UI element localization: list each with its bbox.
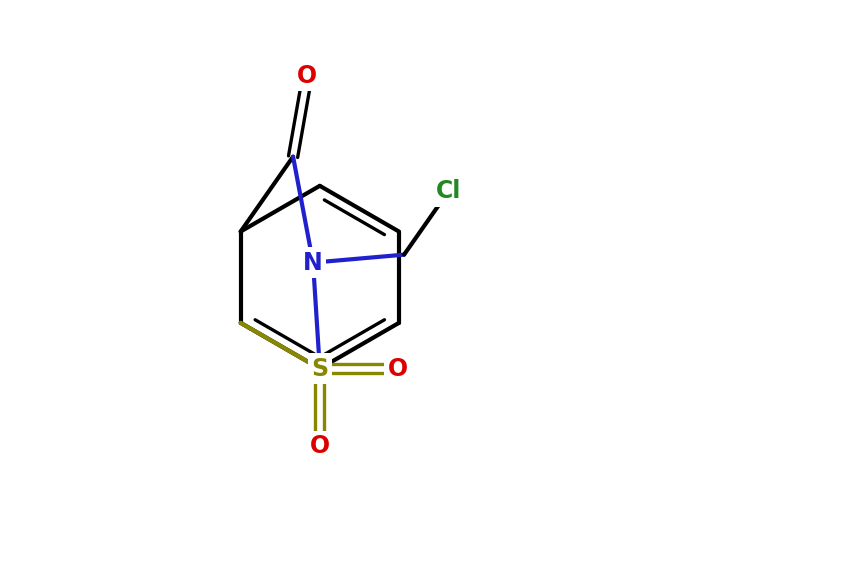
Text: Cl: Cl xyxy=(436,179,462,203)
Text: N: N xyxy=(303,251,323,275)
Text: S: S xyxy=(312,357,328,381)
Text: O: O xyxy=(310,434,330,458)
Text: O: O xyxy=(297,64,318,87)
Text: O: O xyxy=(387,357,407,381)
